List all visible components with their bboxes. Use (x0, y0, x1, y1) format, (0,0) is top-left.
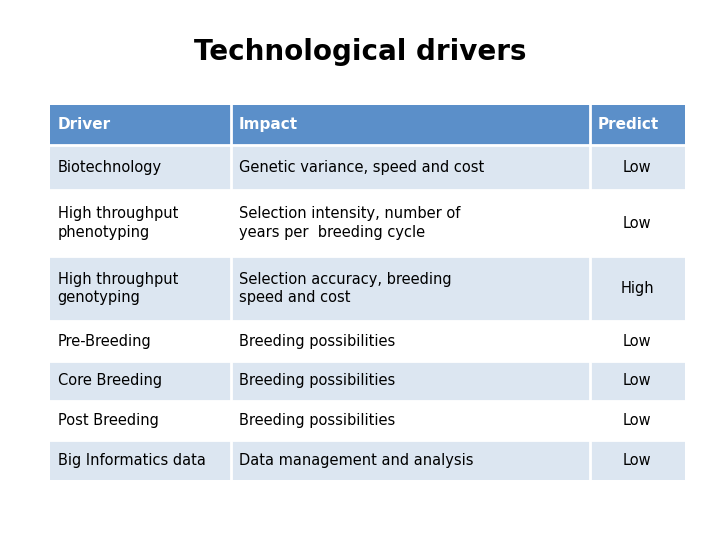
Text: Low: Low (623, 160, 652, 175)
Bar (231, 105, 590, 145)
Bar (50, 440, 231, 480)
Text: Post Breeding: Post Breeding (58, 413, 158, 428)
Text: Predict: Predict (598, 117, 659, 132)
Text: Genetic variance, speed and cost: Genetic variance, speed and cost (238, 160, 484, 175)
Text: Core Breeding: Core Breeding (58, 373, 162, 388)
Bar (231, 256, 590, 321)
Text: Big Informatics data: Big Informatics data (58, 453, 205, 468)
Text: Low: Low (623, 334, 652, 349)
Text: Low: Low (623, 453, 652, 468)
Text: Low: Low (623, 215, 652, 231)
Text: Selection intensity, number of
years per  breeding cycle: Selection intensity, number of years per… (238, 206, 460, 240)
Bar (50, 401, 231, 440)
Bar (590, 401, 685, 440)
Bar (50, 256, 231, 321)
Bar (50, 321, 231, 361)
Text: Breeding possibilities: Breeding possibilities (238, 413, 395, 428)
Text: Technological drivers: Technological drivers (194, 38, 526, 66)
Bar (590, 190, 685, 256)
Text: Data management and analysis: Data management and analysis (238, 453, 473, 468)
Bar (50, 105, 231, 145)
Bar (590, 256, 685, 321)
Bar (50, 190, 231, 256)
Text: High: High (621, 281, 654, 296)
Bar (590, 145, 685, 190)
Bar (231, 190, 590, 256)
Text: Low: Low (623, 373, 652, 388)
Bar (231, 145, 590, 190)
Text: Impact: Impact (238, 117, 298, 132)
Text: High throughput
genotyping: High throughput genotyping (58, 272, 178, 305)
Bar (590, 361, 685, 401)
Bar (231, 440, 590, 480)
Text: High throughput
phenotyping: High throughput phenotyping (58, 206, 178, 240)
Bar (50, 361, 231, 401)
Bar (50, 145, 231, 190)
Bar (590, 321, 685, 361)
Text: Driver: Driver (58, 117, 111, 132)
Bar (590, 105, 685, 145)
Text: Biotechnology: Biotechnology (58, 160, 162, 175)
Bar (590, 440, 685, 480)
Text: Breeding possibilities: Breeding possibilities (238, 373, 395, 388)
Text: Pre-Breeding: Pre-Breeding (58, 334, 151, 349)
Text: Selection accuracy, breeding
speed and cost: Selection accuracy, breeding speed and c… (238, 272, 451, 305)
Bar (231, 401, 590, 440)
Bar (231, 361, 590, 401)
Bar (231, 321, 590, 361)
Text: Low: Low (623, 413, 652, 428)
Text: Breeding possibilities: Breeding possibilities (238, 334, 395, 349)
